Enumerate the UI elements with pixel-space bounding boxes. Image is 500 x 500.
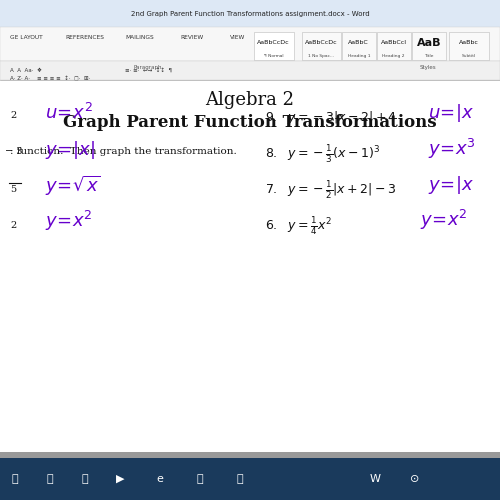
Text: ⊙: ⊙ [410, 474, 420, 484]
Text: 🎵: 🎵 [236, 474, 244, 484]
Text: 📁: 📁 [46, 474, 54, 484]
Text: ≡· ≡·  ←→  ↕↕  ¶: ≡· ≡· ←→ ↕↕ ¶ [125, 68, 172, 73]
FancyBboxPatch shape [376, 32, 411, 60]
Text: Heading 1: Heading 1 [348, 54, 370, 58]
Text: AaBbCcDc: AaBbCcDc [258, 40, 290, 45]
FancyBboxPatch shape [0, 80, 500, 458]
Text: AaB: AaB [416, 38, 441, 48]
FancyBboxPatch shape [302, 32, 341, 60]
Text: GE LAYOUT: GE LAYOUT [10, 35, 42, 40]
Text: 2nd Graph Parent Function Transformations assignment.docx - Word: 2nd Graph Parent Function Transformation… [130, 11, 370, 17]
Text: $y\!=\!\sqrt{x}$: $y\!=\!\sqrt{x}$ [45, 174, 101, 198]
Text: AaBbCcl: AaBbCcl [381, 40, 407, 45]
Text: ⧁: ⧁ [12, 474, 18, 484]
FancyBboxPatch shape [449, 32, 488, 60]
Text: 📋: 📋 [82, 474, 88, 484]
Text: 🌐: 🌐 [196, 474, 203, 484]
Text: AaBbc: AaBbc [459, 40, 478, 45]
FancyBboxPatch shape [0, 28, 500, 61]
Text: REFERENCES: REFERENCES [65, 35, 104, 40]
Text: ▶: ▶ [116, 474, 124, 484]
Text: 2: 2 [10, 222, 16, 230]
Text: Subtitl: Subtitl [462, 54, 476, 58]
Text: A  A  Aa·  ❖: A A Aa· ❖ [10, 68, 42, 73]
Text: $y\!=\!|x|$: $y\!=\!|x|$ [45, 139, 95, 161]
FancyBboxPatch shape [0, 61, 500, 80]
Text: REVIEW: REVIEW [180, 35, 203, 40]
Text: 1 No Spac...: 1 No Spac... [308, 54, 334, 58]
Text: Title: Title [424, 54, 434, 58]
Text: e: e [156, 474, 164, 484]
FancyBboxPatch shape [0, 452, 500, 458]
FancyBboxPatch shape [342, 32, 376, 60]
Text: $y\!=\!x^3$: $y\!=\!x^3$ [428, 137, 476, 161]
FancyBboxPatch shape [254, 32, 294, 60]
FancyBboxPatch shape [412, 32, 446, 60]
Text: $6.\ \ y = \frac{1}{4}x^2$: $6.\ \ y = \frac{1}{4}x^2$ [265, 215, 332, 237]
Text: : function.  Then graph the transformation.: : function. Then graph the transformatio… [10, 146, 237, 156]
Text: $9.\ \ y = -3|x - 2| + 4$: $9.\ \ y = -3|x - 2| + 4$ [265, 109, 397, 126]
Text: A· Z· A·    ≡ ≡ ≡ ≡  ↕·  ◻·  ⊞·: A· Z· A· ≡ ≡ ≡ ≡ ↕· ◻· ⊞· [10, 75, 90, 80]
Text: − 3: − 3 [5, 146, 22, 156]
Text: $y\!=\!|x$: $y\!=\!|x$ [428, 174, 474, 196]
Text: $8.\ \ y = -\frac{1}{3}(x-1)^3$: $8.\ \ y = -\frac{1}{3}(x-1)^3$ [265, 143, 380, 165]
Text: Styles: Styles [419, 64, 436, 70]
Text: $u\!=\!x^2$: $u\!=\!x^2$ [45, 102, 93, 122]
Text: $7.\ \ y = -\frac{1}{2}|x + 2| - 3$: $7.\ \ y = -\frac{1}{2}|x + 2| - 3$ [265, 179, 396, 201]
Text: W: W [370, 474, 380, 484]
Text: Algebra 2: Algebra 2 [206, 91, 294, 109]
Text: Paragraph: Paragraph [133, 64, 162, 70]
Text: 2: 2 [10, 110, 16, 120]
Text: Heading 2: Heading 2 [382, 54, 405, 58]
Text: AaBbCcDc: AaBbCcDc [305, 40, 338, 45]
FancyBboxPatch shape [0, 458, 500, 500]
Text: $y\!=\!x^2$: $y\!=\!x^2$ [45, 209, 92, 233]
Text: MAILINGS: MAILINGS [125, 35, 154, 40]
Text: Graph Parent Function Transformations: Graph Parent Function Transformations [63, 114, 437, 131]
Text: ¶ Normal: ¶ Normal [264, 54, 283, 58]
Text: VIEW: VIEW [230, 35, 245, 40]
Text: AaBbC: AaBbC [348, 40, 369, 45]
Text: $y\!=\!x^2$: $y\!=\!x^2$ [420, 208, 468, 232]
Text: 5: 5 [10, 184, 16, 194]
Text: $u\!=\!|x$: $u\!=\!|x$ [428, 102, 474, 124]
FancyBboxPatch shape [0, 0, 500, 28]
